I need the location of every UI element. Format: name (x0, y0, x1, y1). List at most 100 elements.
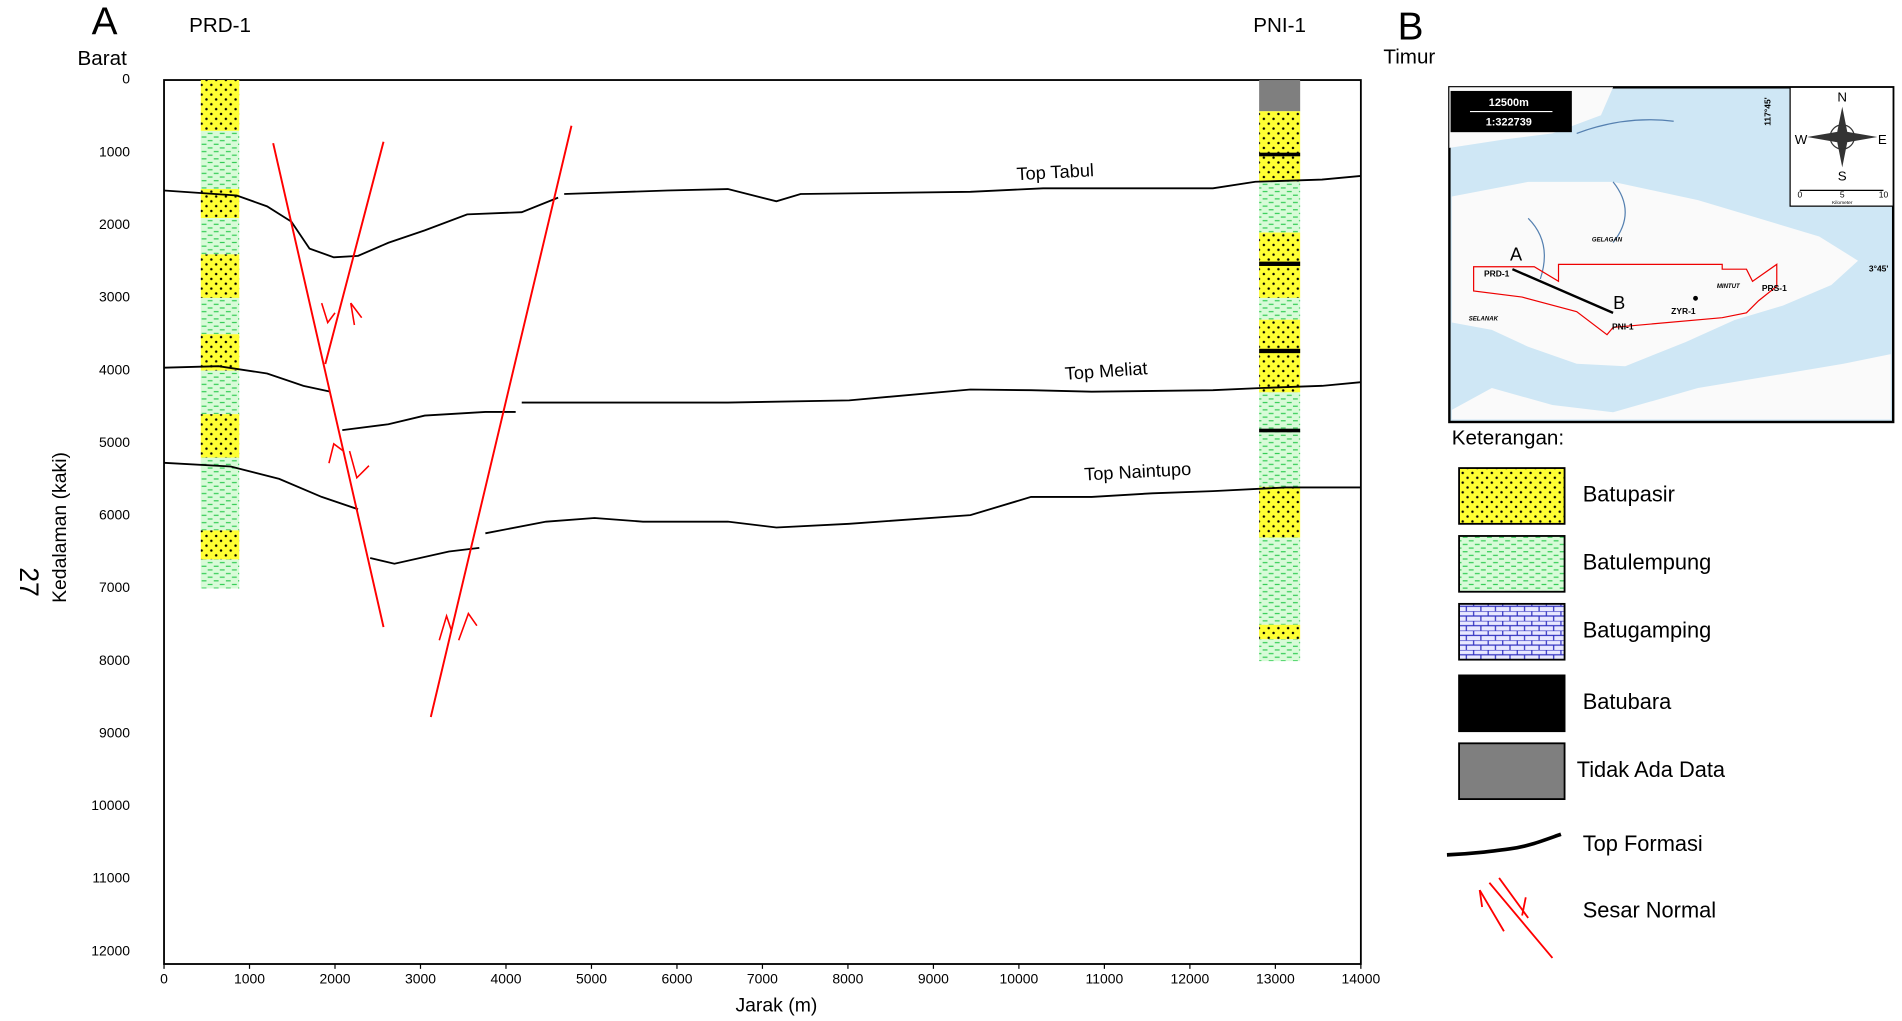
fault-arrow (457, 611, 478, 641)
formation-label: Top Naintupo (1084, 459, 1192, 485)
x-tick-label: 8000 (832, 970, 863, 986)
x-tick-label: 10000 (1000, 970, 1039, 986)
x-tick-label: 1000 (234, 970, 265, 986)
x-tick-label: 11000 (1086, 970, 1124, 986)
section-end: B (1613, 293, 1625, 313)
x-tick-label: 0 (160, 970, 168, 986)
lithology-interval (200, 530, 240, 560)
y-tick-label: 12000 (91, 942, 130, 958)
lithology-interval (1259, 348, 1301, 354)
legend-label: Batupasir (1583, 482, 1675, 507)
y-tick-label: 1000 (99, 143, 130, 159)
place: MINTUT (1717, 284, 1741, 290)
lithology-interval (200, 559, 240, 589)
legend-label: Batugamping (1583, 618, 1712, 643)
legend-label: Batulempung (1583, 550, 1712, 575)
lithology-interval (1259, 624, 1301, 640)
fault (272, 142, 385, 628)
fault (324, 141, 385, 365)
formation-top (164, 365, 1361, 432)
latitude-label: 3°45' (1869, 263, 1889, 273)
plot-frame (163, 79, 1362, 965)
y-tick-label: 11000 (92, 870, 130, 886)
well-name: PRD-1 (189, 14, 251, 37)
fault (429, 125, 573, 718)
y-tick-label: 2000 (99, 216, 130, 232)
map-well: ZYR-1 (1671, 306, 1696, 316)
x-tick-label: 13000 (1256, 970, 1295, 986)
end-label: Barat (78, 47, 128, 70)
legend-swatch (1458, 535, 1566, 593)
fault-arrow (320, 302, 336, 325)
lithology-interval (200, 297, 240, 335)
page-number: 27 (14, 567, 44, 597)
section-line (1511, 268, 1614, 314)
lithology-interval (1259, 639, 1301, 662)
y-tick-label: 10000 (91, 797, 130, 813)
compass-n: N (1837, 90, 1847, 105)
river (1527, 119, 1674, 280)
lithology-interval (1259, 297, 1301, 320)
concession-block (1473, 263, 1778, 336)
legend-label: Top Formasi (1583, 831, 1703, 856)
x-tick-label: 14000 (1341, 970, 1380, 986)
y-tick-label: 0 (122, 71, 130, 87)
lithology-interval (1259, 392, 1301, 487)
longitude-label: 117°45' (1763, 97, 1773, 125)
x-tick-label: 7000 (747, 970, 778, 986)
y-tick-label: 7000 (99, 579, 130, 595)
lithology-interval (200, 218, 240, 255)
x-tick-label: 9000 (918, 970, 949, 986)
formation-label: Top Meliat (1064, 358, 1148, 384)
formation-top (163, 461, 1361, 565)
scale-unit: Kilometer (1832, 200, 1853, 206)
legend-swatch (1458, 674, 1566, 733)
map-well: PNI-1 (1612, 322, 1634, 332)
place: SELANAK (1469, 317, 1499, 323)
legend-label: Batubara (1583, 689, 1672, 714)
y-tick-label: 8000 (99, 652, 130, 668)
legend-swatch (1478, 877, 1554, 959)
scale-tick: 10 (1879, 189, 1889, 199)
map-well: PRS-1 (1762, 283, 1787, 293)
y-tick-label: 4000 (99, 361, 130, 377)
lithology-interval (200, 370, 240, 415)
scale-distance: 12500m (1489, 97, 1529, 109)
fault-arrows (320, 302, 478, 641)
x-tick-label: 2000 (319, 970, 350, 986)
lithology-interval (1259, 537, 1301, 625)
legend-label: Tidak Ada Data (1577, 757, 1726, 782)
x-tick-label: 3000 (405, 970, 436, 986)
legend-title: Keterangan: (1452, 426, 1564, 449)
lithology-interval (1259, 80, 1301, 112)
lithology-interval (1259, 152, 1301, 157)
y-tick-label: 5000 (99, 434, 130, 450)
legend-label: Sesar Normal (1583, 898, 1716, 923)
lithology-interval (1259, 319, 1301, 393)
y-tick-label: 6000 (99, 507, 130, 523)
lithology-interval (200, 457, 240, 531)
compass-ring (1829, 124, 1855, 150)
formation-top (163, 175, 1361, 259)
well-name: PNI-1 (1253, 14, 1306, 37)
y-tick-label: 9000 (99, 724, 130, 740)
x-tick-label: 4000 (490, 970, 521, 986)
y-axis-label: Kedalaman (kaki) (49, 452, 71, 603)
lithology-interval (1259, 428, 1301, 433)
end-letter: B (1398, 5, 1424, 48)
location-map: N S E W 0 5 10 Kilometer 12500m 1:322739… (1448, 86, 1895, 424)
formation-label: Top Tabul (1016, 160, 1094, 184)
compass-rose (1807, 106, 1878, 168)
x-tick-label: 6000 (661, 970, 692, 986)
lithology-interval (200, 334, 240, 371)
lithology-interval (200, 80, 240, 131)
scale-tick: 0 (1797, 189, 1802, 199)
fault-arrow (349, 302, 363, 326)
fault-arrow (348, 450, 370, 480)
map-well: PRD-1 (1484, 268, 1510, 278)
compass-s: S (1838, 169, 1847, 184)
compass-w: W (1795, 132, 1808, 147)
scale-tick: 5 (1840, 189, 1845, 199)
legend-swatch (1458, 742, 1566, 801)
